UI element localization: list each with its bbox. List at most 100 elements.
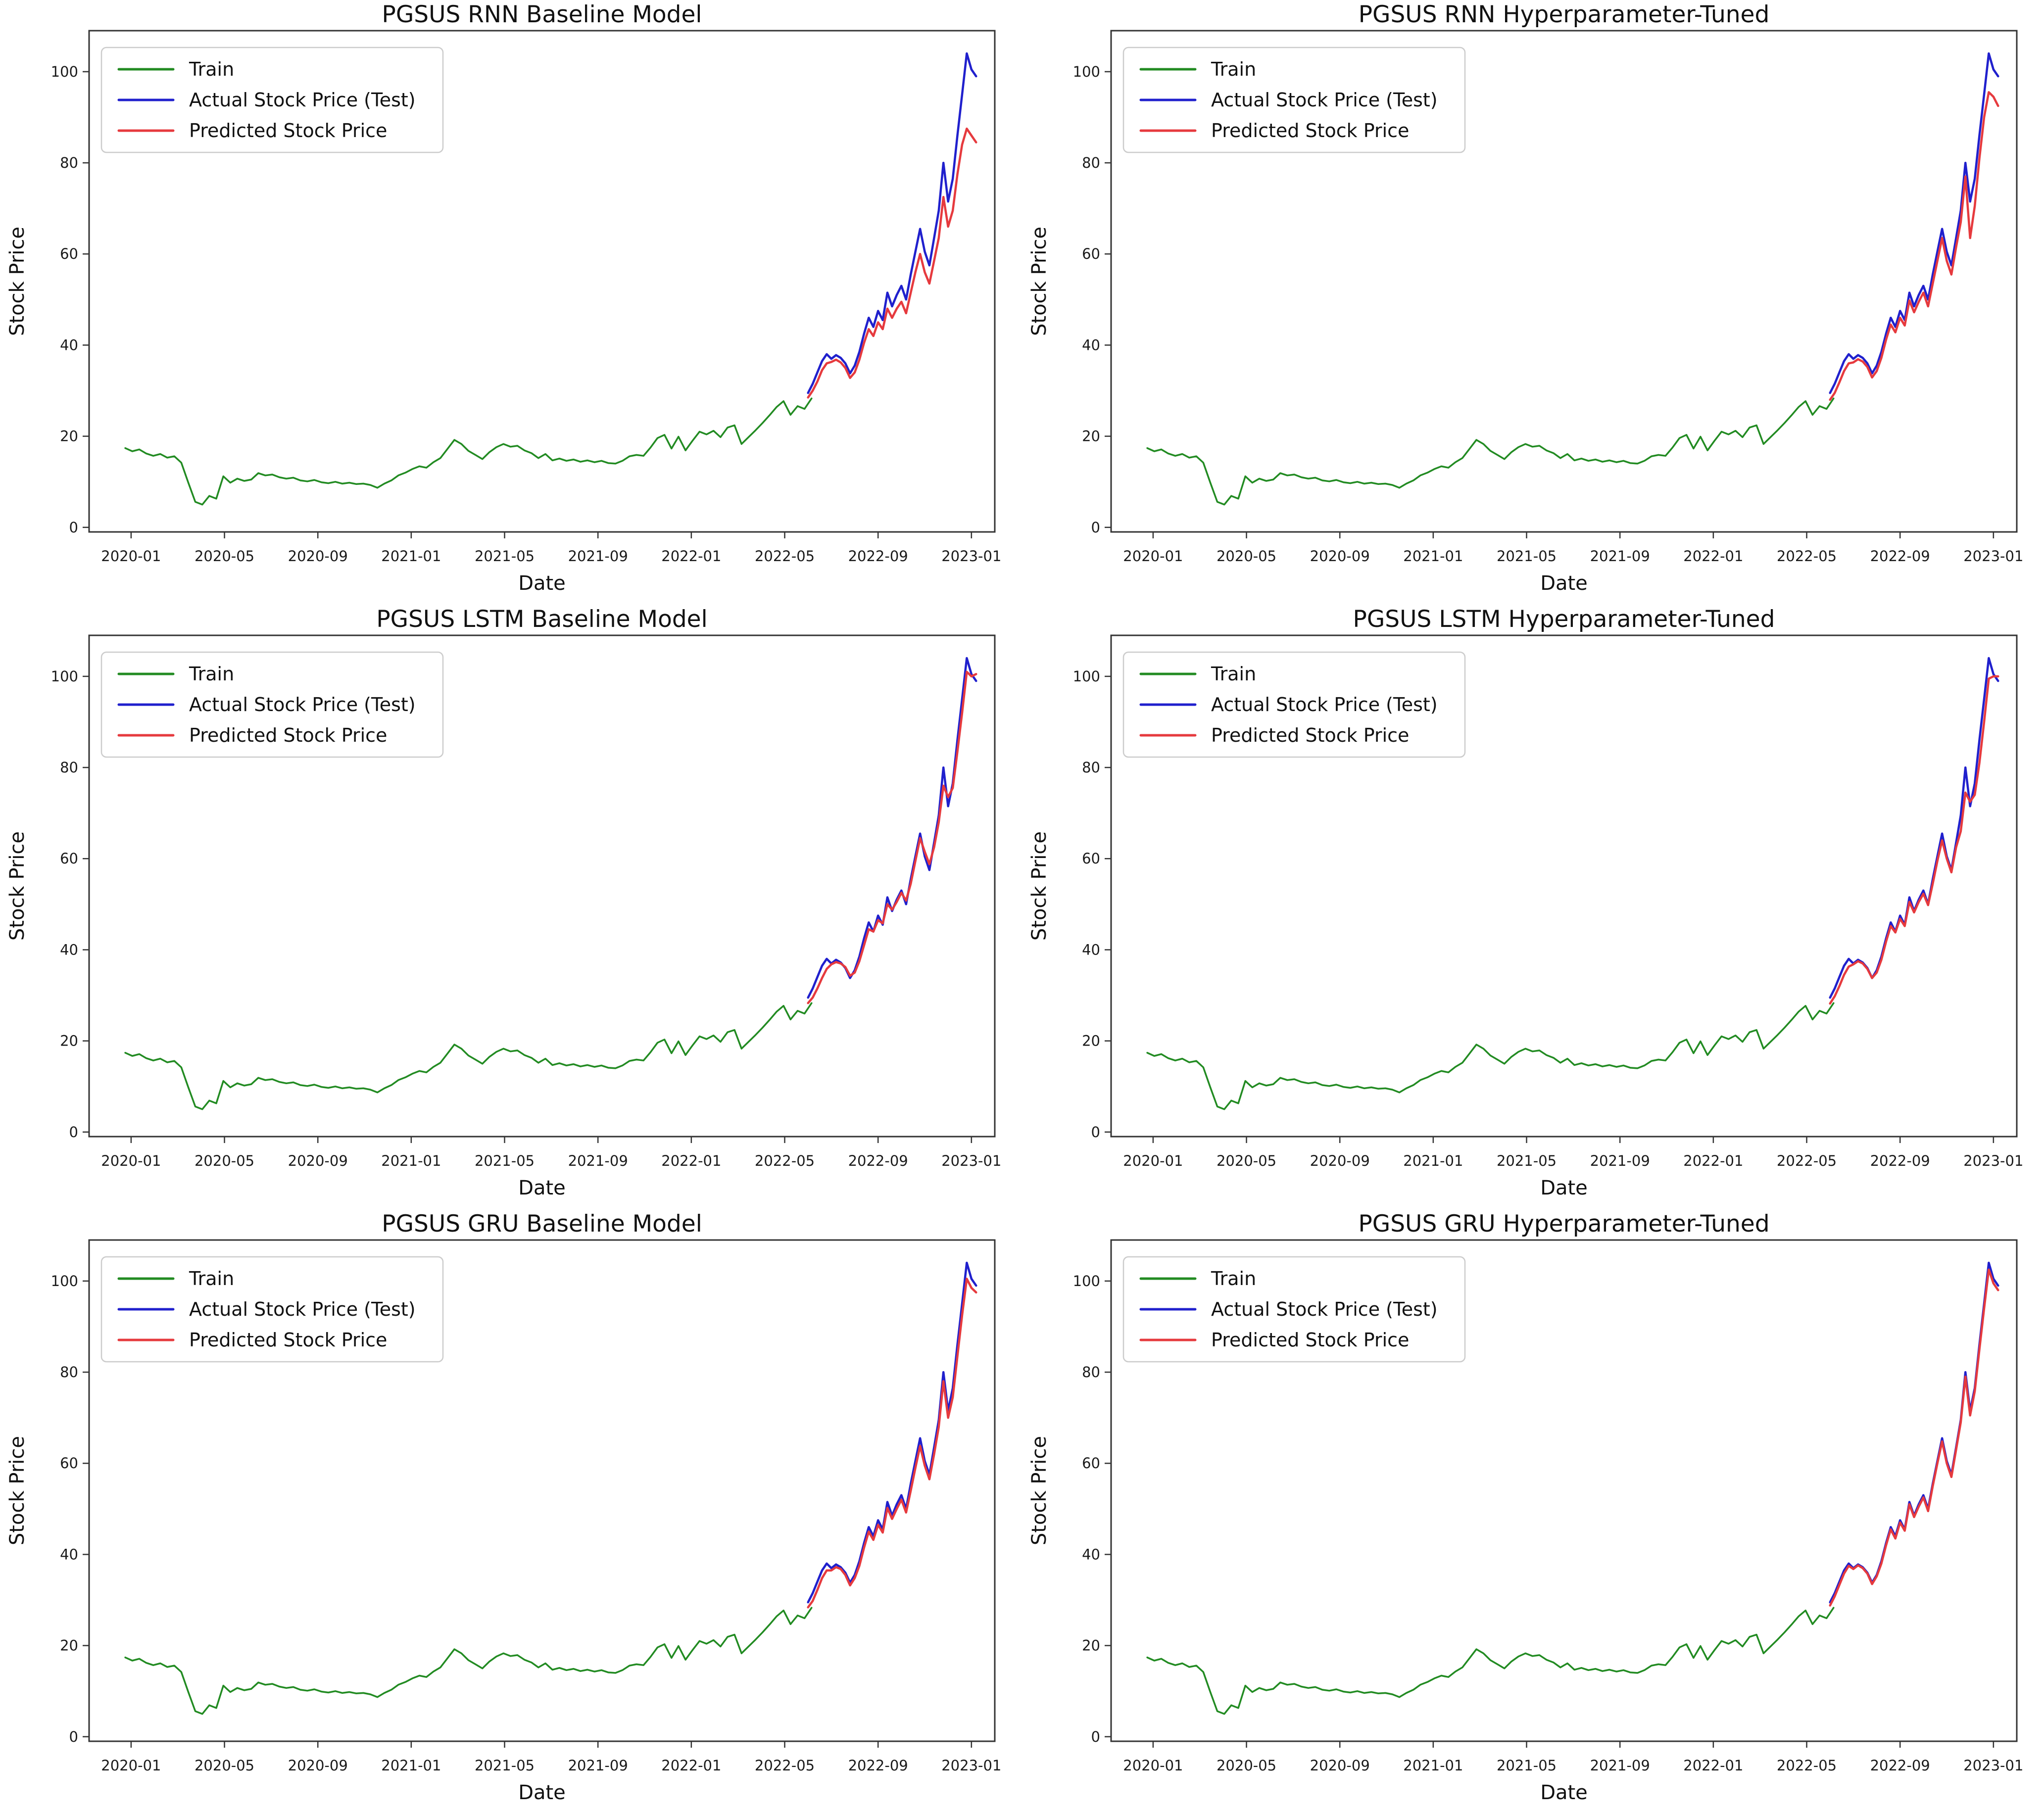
y-tick-label: 60 <box>60 1455 78 1472</box>
x-tick-label: 2023-01 <box>941 1152 1001 1169</box>
chart-title: PGSUS RNN Baseline Model <box>382 1 702 28</box>
legend-label-actual: Actual Stock Price (Test) <box>1211 694 1438 716</box>
y-tick-label: 0 <box>1091 1124 1100 1141</box>
plot-border <box>1110 30 2018 533</box>
x-tick-label: 2021-09 <box>568 1757 628 1774</box>
predicted-line <box>1829 1268 1999 1607</box>
x-tick-label: 2021-01 <box>381 1757 441 1774</box>
y-tick-label: 60 <box>1082 1455 1100 1472</box>
chart-title: PGSUS RNN Hyperparameter-Tuned <box>1359 1 1770 28</box>
chart-title: PGSUS GRU Hyperparameter-Tuned <box>1358 1210 1769 1238</box>
train-line <box>124 1607 813 1715</box>
subplot-lstm-tuned: PGSUS LSTM Hyperparameter-Tuned 2020-01 20… <box>1022 605 2044 1209</box>
x-tick-label: 2023-01 <box>1963 548 2023 565</box>
x-tick-label: 2022-01 <box>1683 1757 1743 1774</box>
legend-label-actual: Actual Stock Price (Test) <box>189 1298 416 1320</box>
chart-canvas: PGSUS LSTM Baseline Model 2020-01 2020-05 2… <box>6 606 1001 1199</box>
predicted-line <box>1829 675 1999 1005</box>
x-tick-label: 2021-01 <box>381 548 441 565</box>
y-tick-label: 40 <box>1082 336 1100 353</box>
x-tick-label: 2020-05 <box>1217 548 1276 565</box>
x-tick-label: 2021-05 <box>1497 1757 1557 1774</box>
x-tick-label: 2022-05 <box>755 1152 815 1169</box>
actual-test-line <box>1829 1261 1999 1604</box>
x-tick-label: 2021-05 <box>475 548 535 565</box>
y-tick-label: 40 <box>60 1546 78 1563</box>
y-tick-label: 80 <box>60 1364 78 1381</box>
predicted-line <box>807 1278 977 1609</box>
x-tick-label: 2020-05 <box>195 1152 254 1169</box>
x-tick-label: 2023-01 <box>941 548 1001 565</box>
x-axis-label: Date <box>518 572 566 595</box>
subplot-gru-tuned: PGSUS GRU Hyperparameter-Tuned 2020-01 202… <box>1022 1209 2044 1814</box>
x-tick-label: 2022-01 <box>661 1757 721 1774</box>
x-tick-label: 2022-01 <box>661 1152 721 1169</box>
x-tick-label: 2022-05 <box>755 1757 815 1774</box>
x-tick-label: 2020-01 <box>101 1152 161 1169</box>
x-tick-label: 2020-09 <box>288 1757 348 1774</box>
x-tick-label: 2022-05 <box>1777 1757 1837 1774</box>
predicted-line <box>1829 91 1999 401</box>
y-axis-label: Stock Price <box>1028 1436 1051 1545</box>
y-tick-label: 100 <box>51 668 78 685</box>
chart-canvas: PGSUS RNN Baseline Model 2020-01 2020-05 20… <box>6 1 1001 595</box>
x-tick-label: 2021-09 <box>1590 548 1650 565</box>
legend-label-predicted: Predicted Stock Price <box>189 120 387 142</box>
legend-label-actual: Actual Stock Price (Test) <box>1211 1298 1438 1320</box>
y-tick-label: 80 <box>60 154 78 171</box>
y-tick-label: 80 <box>60 759 78 776</box>
y-tick-label: 80 <box>1082 759 1100 776</box>
legend-box <box>1122 651 1466 758</box>
x-tick-label: 2022-05 <box>755 548 815 565</box>
x-tick-label: 2021-01 <box>1403 548 1463 565</box>
legend-label-train: Train <box>1211 1268 1256 1289</box>
x-tick-label: 2020-01 <box>1123 1757 1183 1774</box>
x-tick-label: 2022-01 <box>1683 1152 1743 1169</box>
x-tick-label: 2022-01 <box>1683 548 1743 565</box>
subplot-rnn-baseline: PGSUS RNN Baseline Model 2020-01 2020-05 20… <box>0 0 1022 605</box>
y-tick-label: 60 <box>1082 850 1100 867</box>
x-tick-label: 2022-05 <box>1777 1152 1837 1169</box>
x-tick-label: 2021-05 <box>1497 548 1557 565</box>
legend-box <box>1122 1256 1466 1363</box>
x-tick-label: 2022-05 <box>1777 548 1837 565</box>
legend-label-train: Train <box>1211 663 1256 685</box>
y-tick-label: 100 <box>51 63 78 80</box>
legend-label-predicted: Predicted Stock Price <box>189 724 387 746</box>
train-line <box>124 1002 813 1110</box>
x-tick-label: 2020-05 <box>195 1757 254 1774</box>
y-tick-label: 100 <box>1073 668 1100 685</box>
y-tick-label: 60 <box>60 245 78 262</box>
y-tick-label: 0 <box>69 1124 78 1141</box>
x-tick-label: 2021-09 <box>568 1152 628 1169</box>
y-tick-label: 80 <box>1082 154 1100 171</box>
train-line <box>1146 1002 1835 1110</box>
y-axis-label: Stock Price <box>1028 227 1051 336</box>
subplot-rnn-tuned: PGSUS RNN Hyperparameter-Tuned 2020-01 202… <box>1022 0 2044 605</box>
x-tick-label: 2020-09 <box>1310 1152 1370 1169</box>
x-tick-label: 2022-09 <box>1870 1152 1930 1169</box>
actual-test-line <box>1829 52 1999 394</box>
x-tick-label: 2020-01 <box>1123 1152 1183 1169</box>
legend-label-predicted: Predicted Stock Price <box>1211 120 1409 142</box>
x-tick-label: 2020-01 <box>101 1757 161 1774</box>
x-tick-label: 2020-09 <box>288 548 348 565</box>
legend-box <box>100 651 444 758</box>
plot-border <box>88 634 996 1138</box>
y-tick-label: 60 <box>60 850 78 867</box>
x-tick-label: 2021-09 <box>568 548 628 565</box>
y-tick-label: 40 <box>1082 941 1100 958</box>
plot-border <box>1110 634 2018 1138</box>
y-tick-label: 40 <box>1082 1546 1100 1563</box>
legend-box <box>100 1256 444 1363</box>
x-tick-label: 2020-09 <box>1310 548 1370 565</box>
x-axis-label: Date <box>1540 572 1588 595</box>
chart-title: PGSUS LSTM Baseline Model <box>376 606 707 633</box>
legend-label-train: Train <box>189 663 234 685</box>
subplot-lstm-baseline: PGSUS LSTM Baseline Model 2020-01 2020-05 2… <box>0 605 1022 1209</box>
subplot-gru-baseline: PGSUS GRU Baseline Model 2020-01 2020-05 20… <box>0 1209 1022 1814</box>
x-tick-label: 2022-09 <box>848 1757 908 1774</box>
x-axis-label: Date <box>1540 1781 1588 1804</box>
